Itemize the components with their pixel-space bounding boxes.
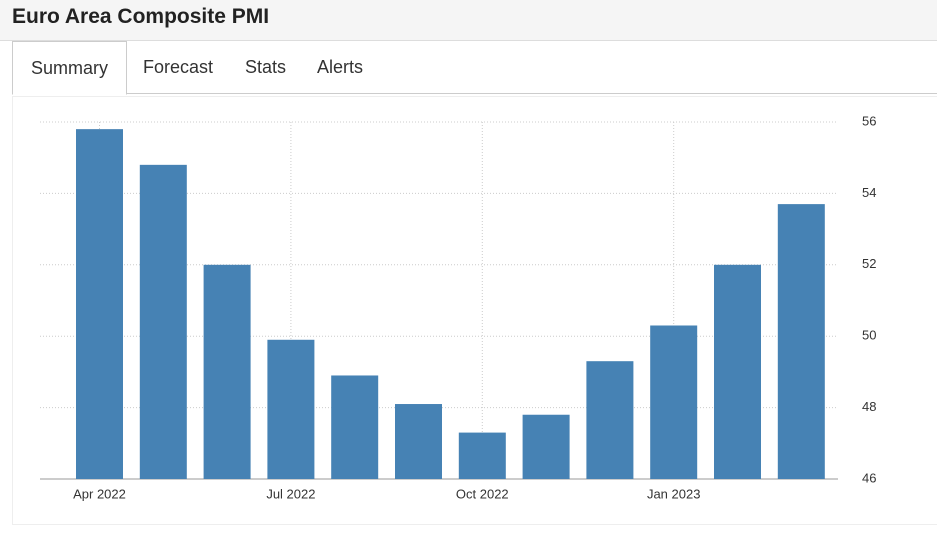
tab[interactable]: Forecast bbox=[143, 57, 214, 77]
y-tick-label: 54 bbox=[862, 185, 876, 200]
y-tick-label: 48 bbox=[862, 399, 876, 414]
bar bbox=[76, 129, 123, 479]
x-tick-label: Oct 2022 bbox=[456, 486, 509, 501]
bar bbox=[139, 164, 187, 479]
bar bbox=[714, 264, 761, 479]
tab[interactable]: Summary bbox=[12, 41, 128, 95]
bar bbox=[777, 204, 825, 480]
y-tick-label: 46 bbox=[862, 470, 876, 485]
y-tick-label: 52 bbox=[862, 256, 876, 271]
y-tick-label: 50 bbox=[862, 328, 876, 343]
bar bbox=[331, 375, 379, 479]
y-tick-label: 56 bbox=[862, 113, 876, 128]
header: Euro Area Composite PMI bbox=[0, 0, 937, 41]
x-tick-label: Jan 2023 bbox=[647, 486, 701, 501]
bar bbox=[395, 404, 442, 479]
bar bbox=[650, 325, 698, 479]
bar bbox=[522, 414, 570, 479]
bar bbox=[267, 339, 315, 479]
page-title: Euro Area Composite PMI bbox=[12, 5, 270, 28]
tab[interactable]: Alerts bbox=[317, 57, 364, 77]
bar bbox=[458, 432, 506, 479]
bar bbox=[586, 361, 634, 479]
chart-panel bbox=[12, 96, 937, 525]
x-tick-label: Jul 2022 bbox=[266, 486, 315, 501]
bar bbox=[203, 264, 251, 479]
tab[interactable]: Stats bbox=[245, 57, 287, 77]
x-tick-label: Apr 2022 bbox=[73, 486, 126, 501]
tab-bar: Summary Forecast Stats Alerts bbox=[12, 41, 937, 95]
